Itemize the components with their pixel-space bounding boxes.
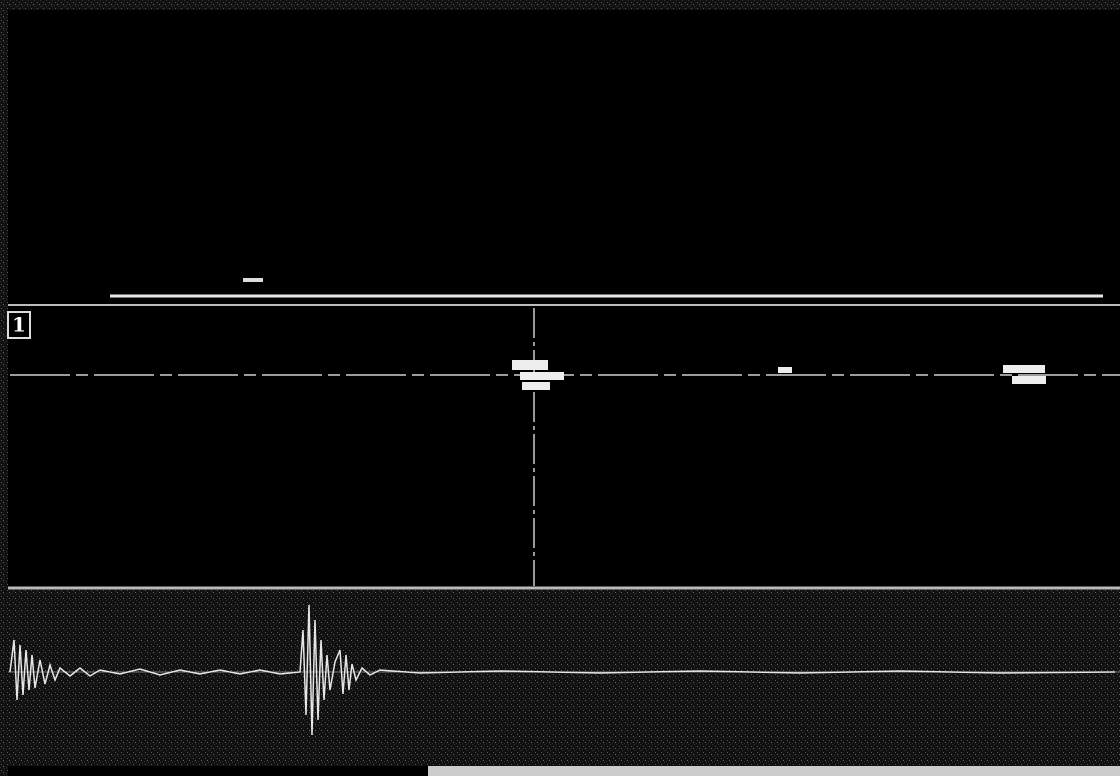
top-border [0,0,1120,10]
echo-block [1003,365,1045,373]
middle-panel: 1 [7,308,1120,590]
echo-c [1003,365,1046,384]
gate-label-box [7,311,31,339]
waveform-area [8,590,1120,776]
top-panel-area [8,10,1120,302]
echo-block [512,360,548,370]
echo-block [1012,376,1046,384]
top-panel [8,10,1120,306]
status-strip-light [428,766,1120,776]
waveform-trace [9,604,1116,736]
left-border [0,0,8,776]
echo-a [512,360,564,390]
echo-block [522,382,550,390]
top-marker [243,278,263,282]
status-strip [8,766,428,776]
waveform-panel [8,590,1120,776]
echo-block [520,372,564,380]
gate-label: 1 [12,313,26,337]
echo-b [778,367,792,373]
